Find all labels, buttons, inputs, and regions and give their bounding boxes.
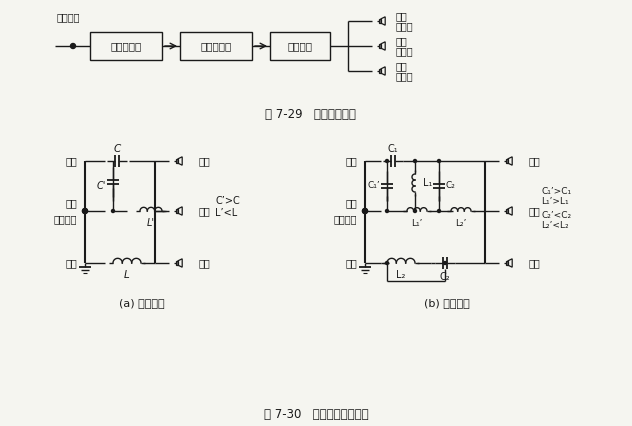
Text: 带通: 带通 [345, 198, 357, 208]
Text: 高音: 高音 [396, 11, 408, 21]
Text: 图 7-30   三分频功率分频器: 图 7-30 三分频功率分频器 [264, 409, 368, 421]
Text: 低通: 低通 [345, 258, 357, 268]
Text: 扬声器: 扬声器 [396, 71, 413, 81]
Circle shape [413, 210, 416, 213]
Circle shape [444, 262, 446, 265]
Circle shape [437, 159, 441, 162]
Text: 低音: 低音 [529, 258, 541, 268]
Text: 扬声器: 扬声器 [396, 46, 413, 56]
Text: 中音: 中音 [199, 206, 210, 216]
Text: 图 7-29   功率分频方式: 图 7-29 功率分频方式 [265, 109, 355, 121]
Text: 前置放大器: 前置放大器 [111, 41, 142, 51]
Text: 高音: 高音 [529, 156, 541, 166]
Text: L': L' [147, 218, 155, 228]
Text: C₂: C₂ [440, 272, 451, 282]
Text: 低音: 低音 [199, 258, 210, 268]
Circle shape [386, 210, 389, 213]
Text: (b) 双元件型: (b) 双元件型 [424, 298, 470, 308]
Circle shape [363, 208, 367, 213]
Text: 中音: 中音 [396, 36, 408, 46]
Text: C₁: C₁ [387, 144, 398, 154]
Circle shape [437, 210, 441, 213]
Text: 低音: 低音 [396, 61, 408, 71]
Bar [270, 32, 330, 60]
Circle shape [71, 43, 75, 49]
Text: 功率放大器: 功率放大器 [200, 41, 231, 51]
Text: 中音: 中音 [529, 206, 541, 216]
Text: C': C' [97, 181, 106, 191]
Text: 低通: 低通 [65, 258, 77, 268]
Text: (a) 单元件型: (a) 单元件型 [119, 298, 165, 308]
Circle shape [111, 210, 114, 213]
Circle shape [413, 159, 416, 162]
Text: L’<L: L’<L [215, 208, 237, 218]
Circle shape [83, 208, 87, 213]
Text: L₁: L₁ [423, 178, 432, 188]
Text: L₁’>L₁: L₁’>L₁ [541, 198, 569, 207]
Circle shape [386, 262, 389, 265]
Text: L₂’<L₂: L₂’<L₂ [541, 222, 569, 230]
Text: C₂’<C₂: C₂’<C₂ [541, 210, 571, 219]
Text: C₁’>C₁: C₁’>C₁ [541, 187, 571, 196]
Text: 从功放来: 从功放来 [54, 214, 77, 224]
Text: C’>C: C’>C [215, 196, 240, 206]
Text: 高通: 高通 [65, 156, 77, 166]
Bar [180, 32, 252, 60]
Text: 分频网络: 分频网络 [288, 41, 312, 51]
Text: 高通: 高通 [345, 156, 357, 166]
Text: 从功放来: 从功放来 [334, 214, 357, 224]
Text: L: L [124, 270, 130, 280]
Circle shape [83, 208, 87, 213]
Text: L₁’: L₁’ [411, 219, 423, 227]
Text: 扬声器: 扬声器 [396, 21, 413, 31]
Text: C: C [113, 144, 121, 154]
Text: L₂’: L₂’ [455, 219, 466, 227]
Text: 高音: 高音 [199, 156, 210, 166]
Text: C₂: C₂ [446, 181, 456, 190]
Circle shape [363, 208, 367, 213]
Text: 带通: 带通 [65, 198, 77, 208]
Text: C₁’: C₁’ [367, 181, 380, 190]
Circle shape [386, 159, 389, 162]
Bar [90, 32, 162, 60]
Text: L₂: L₂ [396, 270, 406, 280]
Text: 信号输入: 信号输入 [56, 12, 80, 22]
